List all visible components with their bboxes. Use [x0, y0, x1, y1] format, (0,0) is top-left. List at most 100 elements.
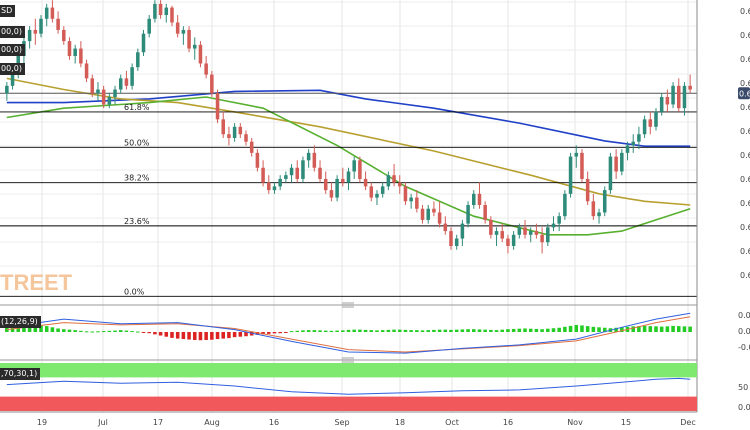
macd-histogram-bar — [369, 330, 374, 332]
macd-histogram-bar — [597, 327, 601, 332]
rsi-line — [6, 377, 691, 395]
macd-histogram-bar — [39, 324, 43, 332]
macd-histogram-bar — [415, 330, 419, 332]
macd-histogram-bar — [306, 330, 311, 332]
candle-body — [227, 134, 231, 138]
candle-body — [369, 186, 374, 198]
candle-body — [118, 78, 123, 90]
candle-body — [676, 85, 681, 109]
macd-histogram-bar — [534, 328, 539, 332]
macd-tick-label: -0.0 — [738, 343, 750, 352]
candle-body — [409, 197, 413, 202]
candle-body — [477, 193, 482, 206]
candle-body — [602, 190, 607, 213]
candle-body — [375, 193, 379, 198]
macd-histogram-bar — [170, 332, 174, 338]
macd-histogram-bar — [210, 332, 214, 340]
macd-histogram-bar — [671, 325, 675, 332]
indicator-label[interactable]: 00,0) — [0, 44, 25, 56]
macd-histogram-bar — [528, 328, 533, 332]
candle-body — [170, 7, 174, 23]
candle-body — [631, 141, 635, 146]
macd-histogram-bar — [659, 326, 664, 332]
indicator-label[interactable]: SD — [0, 5, 16, 17]
candle-body — [426, 208, 430, 220]
candle-body — [489, 219, 493, 235]
macd-histogram-bar — [192, 332, 197, 340]
price-tick-label: 0.6 — [740, 247, 750, 256]
candle-body — [232, 126, 237, 138]
candle-body — [534, 231, 539, 235]
rsi-overbought-zone — [0, 363, 697, 378]
macd-histogram-bar — [50, 327, 55, 332]
macd-histogram-bar — [483, 329, 487, 332]
candle-body — [642, 119, 647, 135]
pane-resize-handle[interactable] — [0, 302, 697, 308]
rsi-label[interactable]: ,70,30,1) — [0, 368, 41, 380]
price-axis-background — [697, 0, 750, 430]
candle-body — [261, 167, 265, 183]
macd-histogram-bar — [375, 330, 379, 332]
candle-body — [472, 193, 476, 206]
macd-histogram-bar — [164, 332, 169, 337]
candle-body — [346, 171, 351, 183]
macd-histogram-bar — [67, 329, 72, 332]
indicator-label[interactable]: 00,0) — [0, 26, 25, 38]
time-tick-label: Dec — [680, 418, 695, 427]
macd-label[interactable]: (12,26,9) — [0, 316, 41, 328]
candle-body — [10, 74, 15, 86]
price-tick-label: 0.6 — [740, 271, 750, 280]
macd-histogram-bar — [432, 329, 436, 332]
candle-body — [73, 48, 77, 57]
macd-line — [6, 312, 691, 354]
macd-tick-label: 0.0 — [738, 311, 750, 320]
pane-resize-handle[interactable] — [0, 357, 697, 363]
candle-body — [210, 74, 214, 94]
macd-histogram-bar — [477, 329, 482, 332]
macd-histogram-bar — [175, 332, 180, 339]
macd-histogram-bar — [62, 329, 66, 332]
time-tick-label: 16 — [503, 418, 513, 427]
fib-level-label: 61.8% — [124, 103, 150, 112]
macd-histogram-bar — [620, 327, 624, 332]
macd-histogram-bar — [187, 332, 191, 340]
candle-body — [392, 175, 396, 183]
macd-histogram-bar — [563, 326, 567, 332]
candle-body — [358, 160, 362, 179]
candle-body — [312, 152, 317, 168]
price-axis: 0.60.60.60.60.60.60.60.60.60.60.60.60.6 — [696, 0, 750, 430]
candle-body — [608, 156, 613, 191]
candle-body — [164, 7, 169, 16]
candle-body — [5, 85, 9, 94]
candle-body — [449, 231, 453, 246]
macd-histogram-bar — [323, 330, 328, 332]
fib-level-label: 0.0% — [124, 287, 145, 296]
macd-histogram-bar — [460, 329, 465, 332]
candle-body — [500, 231, 505, 239]
candle-body — [147, 18, 151, 34]
candle-body — [620, 152, 624, 172]
candle-body — [585, 178, 590, 202]
macd-histogram-bar — [244, 332, 248, 337]
candle-body — [363, 178, 368, 187]
macd-histogram-bar — [301, 330, 305, 332]
macd-histogram-bar — [318, 330, 322, 332]
macd-histogram-bar — [278, 332, 282, 334]
candle-body — [648, 119, 653, 127]
macd-histogram-bar — [56, 328, 60, 332]
macd-histogram-bar — [386, 329, 391, 332]
candle-body — [563, 193, 567, 217]
last-price-badge — [738, 87, 750, 100]
candle-body — [101, 89, 106, 105]
macd-histogram-bar — [500, 329, 505, 332]
macd-histogram-bar — [614, 327, 618, 332]
candle-body — [528, 231, 533, 235]
moving-average-line — [6, 77, 691, 206]
candle-body — [289, 167, 294, 176]
macd-histogram-bar — [341, 330, 345, 332]
candle-body — [682, 85, 687, 109]
indicator-label[interactable]: 00,0) — [0, 63, 25, 75]
time-tick-label: 18 — [395, 418, 405, 427]
moving-average-line — [6, 96, 691, 236]
price-tick-label: 0.6 — [740, 127, 750, 136]
